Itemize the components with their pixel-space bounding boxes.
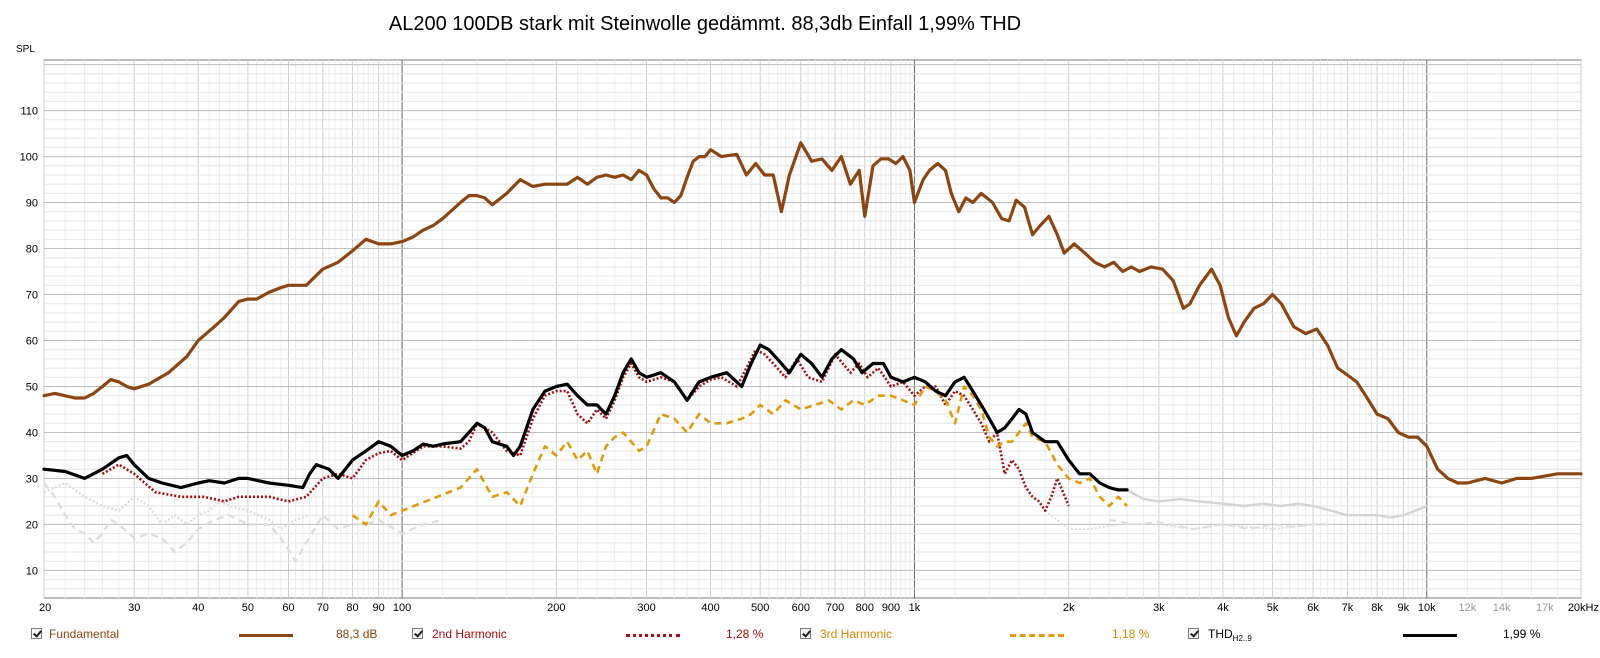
x-tick-label: 2k [1063, 602, 1075, 614]
y-tick-label: 40 [26, 427, 38, 439]
y-tick-label: 70 [26, 290, 38, 302]
legend-value-2nd-harmonic: 1,28 % [726, 627, 764, 641]
x-tick-label: 30 [128, 602, 140, 614]
x-tick-label: 60 [282, 602, 294, 614]
y-axis-label: SPL [16, 44, 35, 55]
y-tick-label: 100 [20, 152, 38, 164]
series-line-reference [43, 482, 443, 563]
legend-label-thd: THDH2..9 [1208, 627, 1252, 643]
checkbox-2nd-harmonic[interactable] [412, 628, 423, 639]
x-tick-label: 8k [1371, 602, 1383, 614]
x-tick-label: 80 [346, 602, 358, 614]
frequency-response-chart: AL200 100DB stark mit Steinwolle gedämmt… [16, 13, 1599, 614]
legend-swatch-3rd-harmonic [1010, 634, 1064, 637]
legend-value-thd: 1,99 % [1503, 627, 1541, 641]
series-line-thd [42, 343, 1129, 492]
legend-swatch-2nd-harmonic [626, 634, 680, 637]
x-tick-label: 800 [856, 602, 874, 614]
legend-value-fundamental: 88,3 dB [336, 627, 378, 641]
x-tick-label: 9k [1398, 602, 1410, 614]
x-tick-label: 14k [1493, 602, 1511, 614]
x-tick-label: 300 [637, 602, 655, 614]
x-tick-label: 20kHz [1568, 602, 1599, 614]
legend-value-3rd-harmonic: 1,18 % [1112, 627, 1150, 641]
series-lines [42, 141, 1583, 563]
x-tick-label: 4k [1217, 602, 1229, 614]
legend-label-2nd-harmonic: 2nd Harmonic [432, 627, 507, 641]
x-tick-label: 400 [701, 602, 719, 614]
legend: Fundamental 88,3 dB 2nd Harmonic 1,28 % … [0, 620, 1600, 650]
x-tick-label: 50 [242, 602, 254, 614]
legend-swatch-thd [1403, 634, 1457, 637]
legend-swatch-fundamental [239, 634, 293, 637]
y-tick-label: 90 [26, 198, 38, 210]
x-tick-label: 3k [1153, 602, 1165, 614]
x-tick-label: 17k [1536, 602, 1554, 614]
grid-lines [43, 60, 1582, 598]
x-tick-label: 100 [393, 602, 411, 614]
x-tick-label: 7k [1342, 602, 1354, 614]
x-tick-label: 700 [826, 602, 844, 614]
x-tick-labels: 20 30 40 50 60 70 80 90 100 200 300 400 500 600 700 800… [39, 602, 1599, 614]
plot-area [43, 59, 1582, 599]
series-line-reference [1044, 509, 1314, 530]
series-line-3rd-harmonic [351, 385, 1128, 526]
x-tick-label: 12k [1458, 602, 1476, 614]
checkbox-3rd-harmonic[interactable] [800, 628, 811, 639]
checkbox-fundamental[interactable] [31, 628, 42, 639]
x-tick-label: 1k [909, 602, 921, 614]
series-line-2nd-harmonic [101, 348, 1070, 512]
legend-label-fundamental: Fundamental [49, 627, 120, 641]
x-tick-label: 500 [751, 602, 769, 614]
y-tick-label: 20 [26, 519, 38, 531]
series-line-reference [43, 481, 311, 531]
checkbox-thd[interactable] [1188, 628, 1199, 639]
chart-title: AL200 100DB stark mit Steinwolle gedämmt… [389, 13, 1021, 35]
series-line-fundamental [42, 141, 1583, 485]
x-tick-label: 6k [1307, 602, 1319, 614]
x-tick-label: 40 [192, 602, 204, 614]
x-tick-label: 70 [317, 602, 329, 614]
x-tick-label: 90 [373, 602, 385, 614]
y-tick-label: 50 [26, 381, 38, 393]
legend-label-3rd-harmonic: 3rd Harmonic [820, 627, 893, 641]
y-tick-label: 30 [26, 473, 38, 485]
y-tick-labels: 10 20 30 40 50 60 70 80 90 100 110 [20, 106, 38, 578]
x-tick-label: 20 [39, 602, 51, 614]
series-line-reference [1109, 518, 1331, 530]
y-tick-label: 60 [26, 335, 38, 347]
x-tick-label: 600 [792, 602, 810, 614]
x-tick-label: 900 [882, 602, 900, 614]
y-tick-label: 10 [26, 565, 38, 577]
x-tick-label: 5k [1267, 602, 1279, 614]
x-tick-label: 200 [547, 602, 565, 614]
series-line-reference [1125, 488, 1428, 519]
y-tick-label: 110 [20, 106, 38, 118]
x-tick-label: 10k [1418, 602, 1436, 614]
y-tick-label: 80 [26, 244, 38, 256]
